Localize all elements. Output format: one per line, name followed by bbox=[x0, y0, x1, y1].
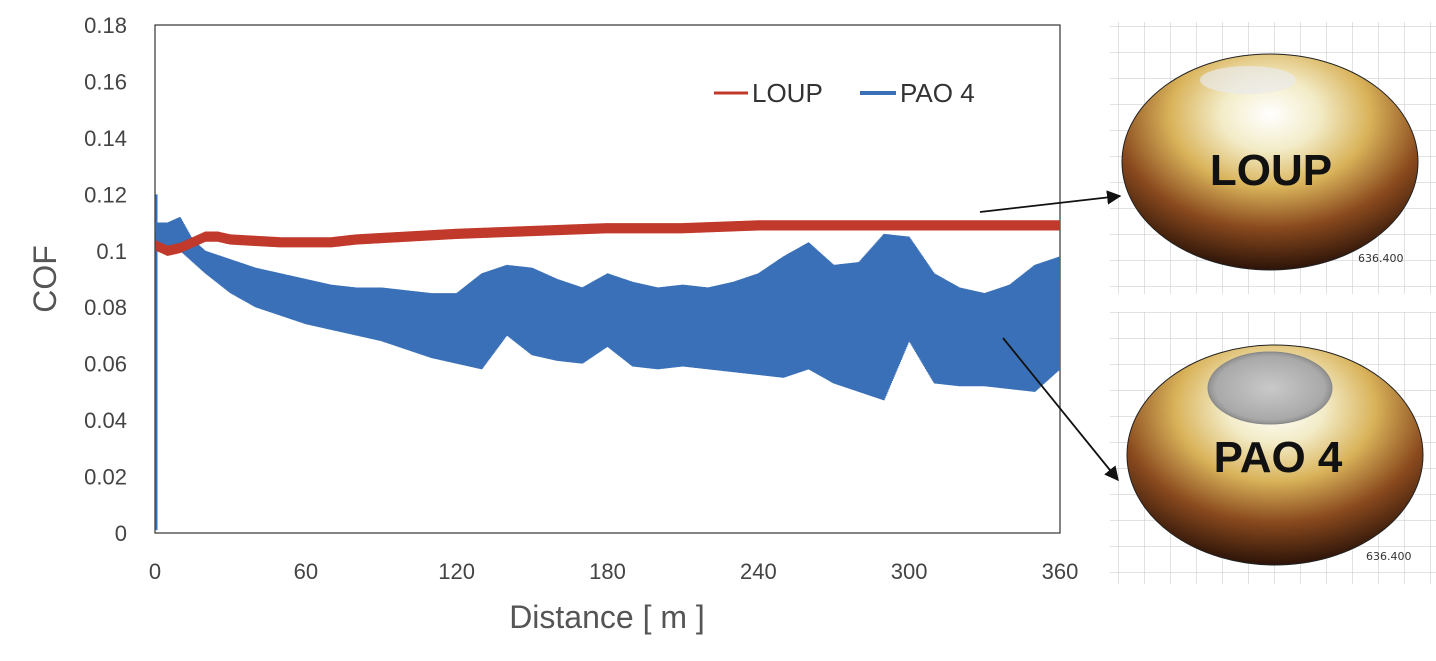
y-tick-label: 0.08 bbox=[84, 295, 127, 320]
dome-image-loup bbox=[1121, 53, 1419, 271]
y-tick-label: 0 bbox=[115, 521, 127, 546]
x-tick-label: 0 bbox=[149, 559, 161, 584]
y-axis: 0 0.02 0.04 0.06 0.08 0.1 0.12 0.14 0.16 0.18 bbox=[84, 13, 127, 546]
inset-scale-pao4: 636.400 bbox=[1366, 550, 1412, 563]
x-axis: 0 60 120 180 240 300 360 bbox=[149, 559, 1078, 584]
y-tick-label: 0.02 bbox=[84, 465, 127, 490]
x-tick-label: 240 bbox=[740, 559, 777, 584]
inset-panel-pao4: PAO 4 636.400 bbox=[1110, 312, 1436, 584]
inset-label-loup: LOUP bbox=[1210, 146, 1332, 195]
legend: LOUP PAO 4 bbox=[714, 78, 975, 108]
y-tick-label: 0.14 bbox=[84, 126, 127, 151]
y-tick-label: 0.06 bbox=[84, 352, 127, 377]
x-tick-label: 120 bbox=[438, 559, 475, 584]
inset-panel-loup: LOUP 636.400 bbox=[1110, 22, 1436, 294]
x-tick-label: 180 bbox=[589, 559, 626, 584]
y-tick-label: 0.18 bbox=[84, 13, 127, 38]
wear-scar bbox=[1207, 351, 1333, 425]
legend-label-pao4: PAO 4 bbox=[900, 78, 975, 108]
dome-image-pao4 bbox=[1126, 344, 1424, 566]
y-axis-title: COF bbox=[27, 245, 63, 313]
x-axis-title: Distance [ m ] bbox=[509, 599, 705, 635]
y-tick-label: 0.12 bbox=[84, 182, 127, 207]
y-tick-label: 0.04 bbox=[84, 408, 127, 433]
y-tick-label: 0.1 bbox=[96, 239, 127, 264]
arrow-loup bbox=[979, 190, 1122, 213]
series-layer bbox=[155, 194, 1060, 531]
x-tick-label: 300 bbox=[891, 559, 928, 584]
y-tick-label: 0.16 bbox=[84, 69, 127, 94]
x-tick-label: 60 bbox=[294, 559, 318, 584]
legend-label-loup: LOUP bbox=[752, 78, 823, 108]
inset-label-pao4: PAO 4 bbox=[1214, 433, 1343, 482]
inset-scale-loup: 636.400 bbox=[1358, 252, 1404, 265]
series-pao4-line bbox=[155, 217, 1060, 401]
series-loup-line bbox=[155, 220, 1060, 256]
x-tick-label: 360 bbox=[1042, 559, 1079, 584]
arrow-pao4 bbox=[1002, 337, 1119, 482]
